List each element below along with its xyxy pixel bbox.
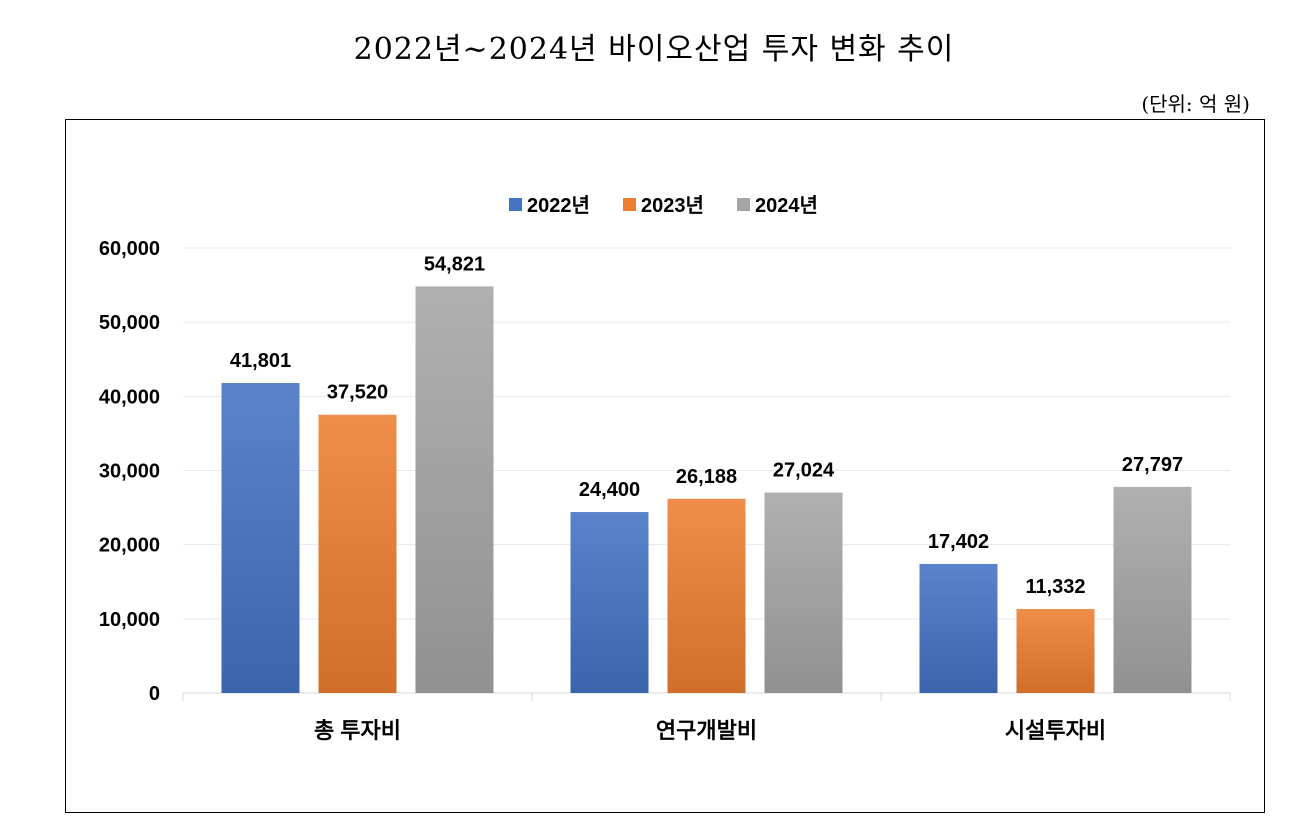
legend-item: 2024년 [737,194,818,217]
data-label: 11,332 [1025,576,1085,598]
category-label: 시설투자비 [1005,718,1106,743]
bar [1016,608,1095,693]
y-tick-label: 30,000 [99,461,160,483]
legend-label: 2024년 [755,194,818,217]
x-axis: 총 투자비 연구개발비 시설투자비 [182,693,1231,743]
legend-item: 2022년 [509,194,590,217]
y-axis-ticks: 0 10,000 20,000 30,000 40,000 50,000 60,000 [99,238,160,705]
bar [318,414,397,693]
data-label: 17,402 [928,531,989,553]
legend-swatch [509,198,522,211]
data-label: 54,821 [424,253,485,275]
y-tick-label: 40,000 [99,386,160,408]
bar [415,286,494,693]
chart-frame [65,119,1265,813]
data-label: 26,188 [676,466,737,488]
legend-swatch [737,198,750,211]
y-tick-label: 20,000 [99,535,160,557]
bar [667,498,746,693]
bar [764,492,843,693]
bar [221,382,300,693]
data-label: 41,801 [230,350,291,372]
legend-swatch [623,198,636,211]
y-tick-label: 0 [149,683,160,705]
category-label: 연구개발비 [656,718,757,743]
category-label: 총 투자비 [314,718,401,743]
data-label: 24,400 [579,479,640,501]
legend-item: 2023년 [623,194,704,217]
y-tick-label: 50,000 [99,312,160,334]
bar [919,563,998,693]
data-label: 27,797 [1122,454,1183,476]
y-tick-label: 10,000 [99,609,160,631]
data-label: 37,520 [327,382,388,404]
legend: 2022년 2023년 2024년 [509,194,818,217]
bar [1113,486,1192,693]
chart-title: 2022년~2024년 바이오산업 투자 변화 추이 [353,32,955,67]
unit-note: (단위: 억 원) [1141,92,1250,116]
legend-label: 2023년 [641,194,704,217]
legend-label: 2022년 [527,194,590,217]
bars [221,286,1192,693]
bar [570,512,649,693]
data-label: 27,024 [773,460,835,482]
y-tick-label: 60,000 [99,238,160,260]
data-labels: 41,801 37,520 54,821 24,400 26,188 27,024 17,4… [230,253,1183,598]
